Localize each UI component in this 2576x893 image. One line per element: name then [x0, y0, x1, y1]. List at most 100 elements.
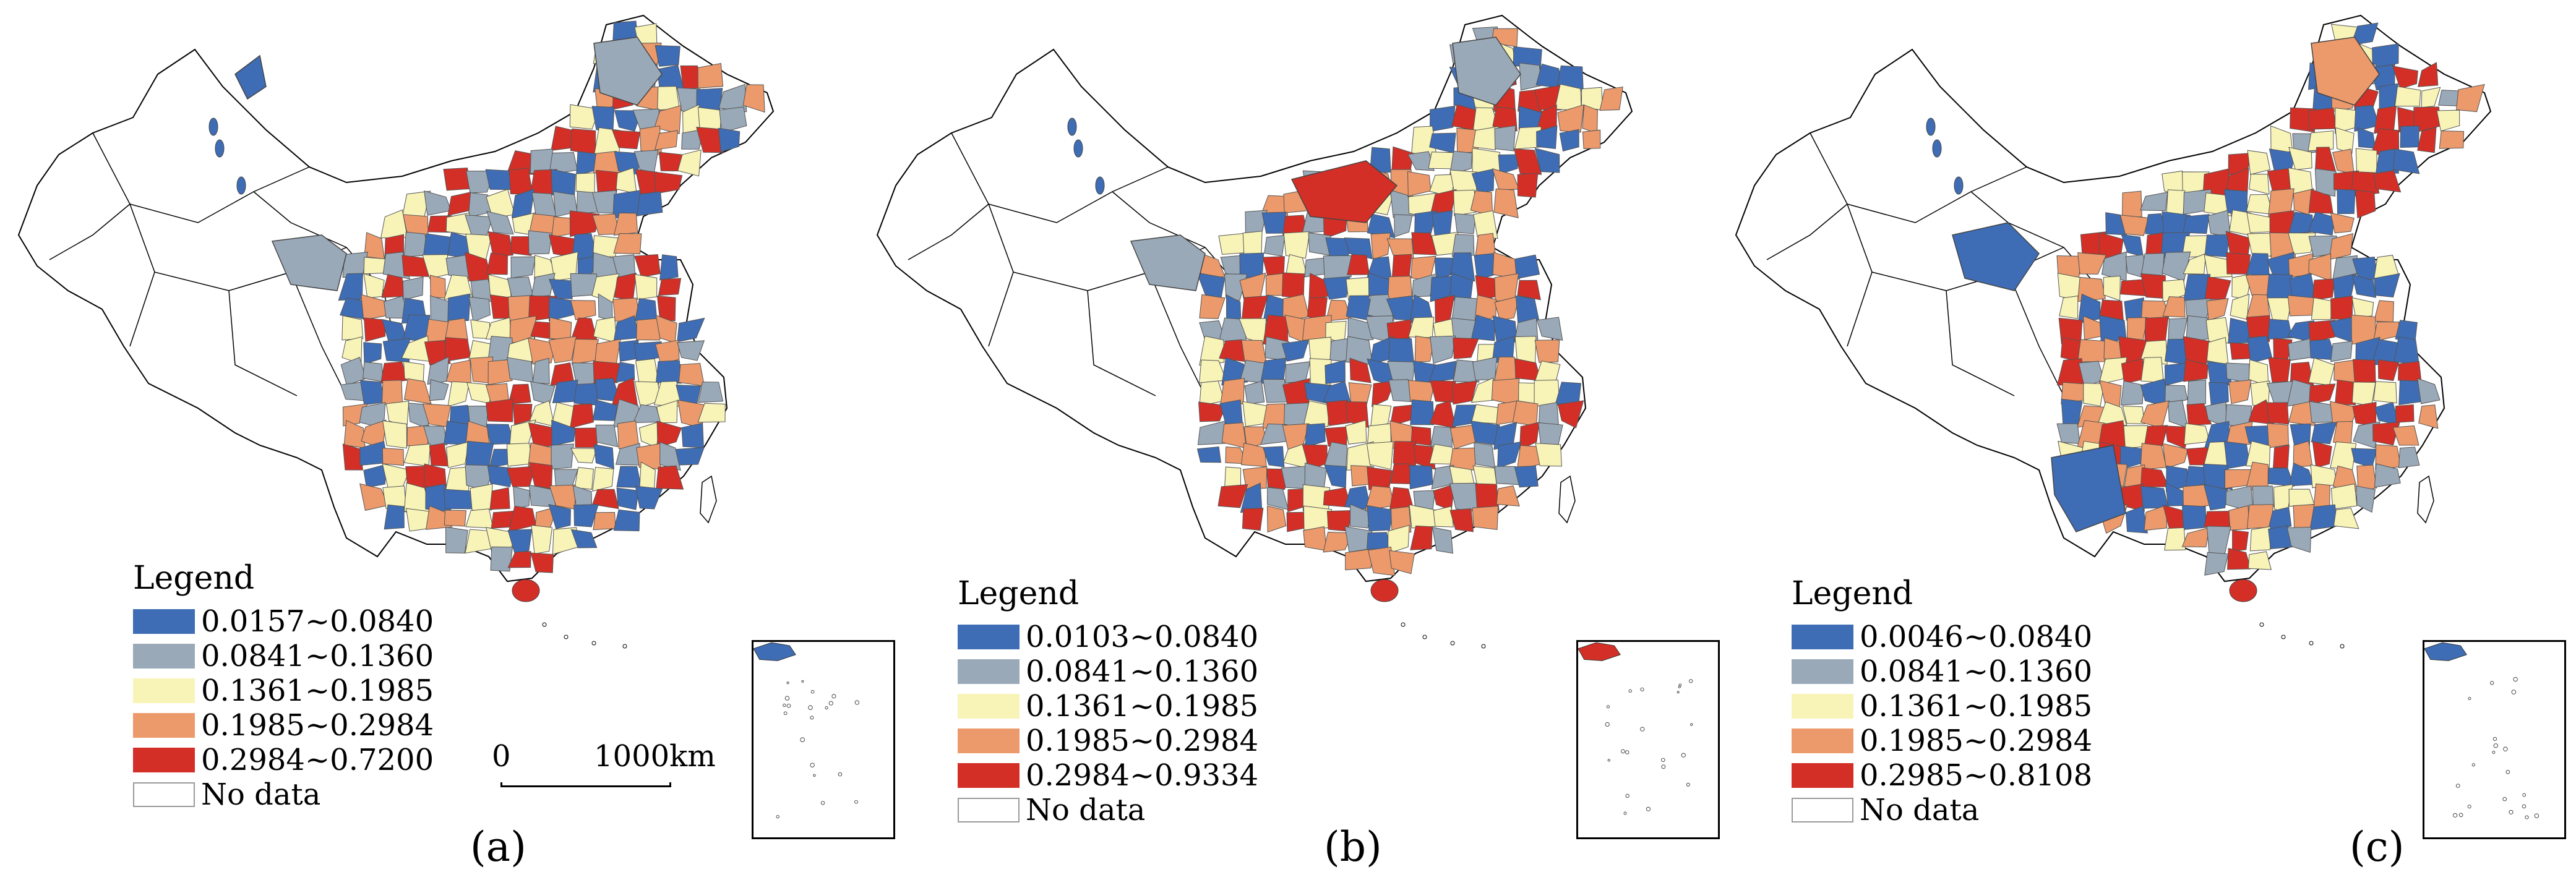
inset-island — [810, 690, 815, 694]
region-polygon — [656, 400, 678, 424]
legend-swatch — [958, 659, 1020, 684]
inset-island — [2503, 746, 2508, 752]
region-polygon — [1534, 148, 1560, 173]
legend-label: No data — [1026, 793, 1146, 827]
legend-item: No data — [133, 777, 434, 812]
region-polygon — [2417, 127, 2437, 153]
inset-island — [820, 801, 825, 805]
legend-item: 0.1985~0.2984 — [1792, 724, 2092, 758]
panel-label-a: (a) — [470, 823, 526, 871]
region-polygon — [1242, 466, 1268, 489]
region-polygon — [2183, 214, 2210, 234]
region-polygon — [1344, 237, 1373, 260]
region-polygon — [593, 444, 614, 469]
province-boundary — [1946, 290, 2015, 396]
hainan-island — [512, 579, 540, 602]
region-polygon — [2098, 357, 2127, 385]
region-polygon — [1410, 400, 1435, 425]
region-polygon — [2330, 341, 2353, 362]
region-polygon — [634, 274, 658, 300]
region-polygon — [385, 400, 410, 429]
inset-coastline — [1578, 642, 1621, 661]
region-polygon — [718, 127, 741, 153]
region-polygon — [2398, 446, 2420, 469]
region-polygon — [470, 483, 493, 511]
region-polygon — [2394, 336, 2420, 366]
province-boundary — [1149, 271, 1206, 396]
region-polygon — [1264, 234, 1286, 257]
inset-island — [854, 700, 860, 705]
region-polygon — [234, 54, 267, 100]
region-polygon — [636, 443, 663, 469]
region-polygon — [2356, 464, 2377, 492]
region-polygon — [507, 551, 531, 568]
region-polygon — [2144, 505, 2168, 531]
lake — [1926, 118, 1936, 136]
region-polygon — [508, 383, 531, 404]
legend-swatch — [1792, 763, 1853, 788]
inset-coastline — [753, 642, 796, 661]
region-polygon — [2439, 130, 2464, 149]
region-polygon — [1557, 400, 1584, 429]
legend-label: 0.2985~0.8108 — [1860, 758, 2093, 793]
region-polygon — [1281, 272, 1305, 299]
region-polygon — [2308, 212, 2335, 236]
region-polygon — [1453, 359, 1480, 383]
region-polygon — [2249, 174, 2270, 195]
region-polygon — [271, 234, 347, 291]
legend-swatch — [133, 782, 195, 807]
region-polygon — [613, 233, 642, 255]
region-polygon — [1599, 86, 1623, 111]
region-polygon — [1242, 508, 1264, 531]
inset-island — [2513, 677, 2518, 682]
region-polygon — [1389, 550, 1415, 575]
island-dot — [542, 622, 547, 627]
region-polygon — [2120, 279, 2147, 296]
legend-b: Legend 0.0103~0.0840 0.0841~0.1360 0.136… — [958, 575, 1258, 827]
region-polygon — [1367, 546, 1396, 576]
region-polygon — [1324, 360, 1346, 384]
region-polygon — [1367, 505, 1394, 532]
legend-label: 0.0103~0.0840 — [1026, 620, 1259, 654]
region-polygon — [551, 401, 575, 429]
region-polygon — [593, 36, 663, 106]
region-polygon — [1470, 404, 1500, 424]
region-polygon — [1217, 484, 1248, 508]
region-polygon — [1242, 231, 1263, 257]
region-polygon — [569, 210, 600, 237]
region-polygon — [2204, 254, 2233, 278]
region-polygon — [2373, 381, 2397, 404]
region-polygon — [1198, 401, 1227, 422]
region-polygon — [2232, 529, 2249, 552]
region-polygon — [1303, 526, 1327, 552]
region-polygon — [1407, 151, 1435, 171]
region-polygon — [548, 296, 578, 322]
region-polygon — [2144, 425, 2168, 448]
region-polygon — [486, 398, 513, 422]
region-polygon — [2330, 483, 2358, 510]
region-polygon — [1266, 505, 1287, 533]
region-polygon — [507, 529, 533, 553]
inset-island — [2492, 737, 2497, 741]
island-dot — [591, 641, 596, 646]
region-polygon — [573, 504, 599, 528]
region-polygon — [697, 403, 726, 423]
region-polygon — [1514, 254, 1540, 280]
island-dot — [1401, 622, 1406, 627]
inset-island — [1690, 723, 1693, 726]
region-polygon — [429, 275, 446, 299]
region-polygon — [658, 278, 682, 296]
inset-island — [1640, 727, 1645, 732]
region-polygon — [1410, 525, 1433, 550]
inset-island — [786, 703, 791, 708]
legend-item: 0.0841~0.1360 — [1792, 654, 2092, 689]
region-polygon — [574, 467, 594, 490]
legend-a: Legend 0.0157~0.0840 0.0841~0.1360 0.136… — [133, 560, 434, 812]
region-polygon — [403, 378, 432, 404]
region-polygon — [2206, 297, 2229, 321]
legend-title: Legend — [958, 575, 1080, 612]
region-polygon — [678, 362, 705, 387]
island-dot — [1422, 634, 1427, 639]
region-polygon — [1450, 252, 1475, 282]
region-polygon — [2311, 297, 2333, 320]
